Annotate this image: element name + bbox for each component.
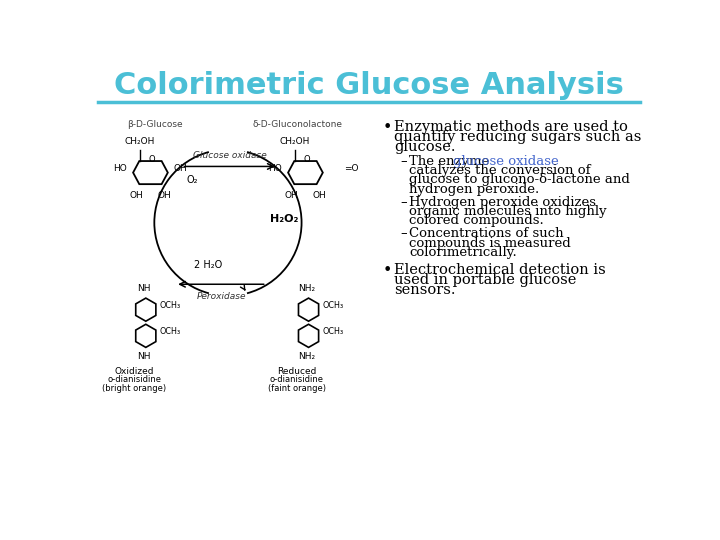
Text: (bright orange): (bright orange) [102,383,166,393]
Text: OCH₃: OCH₃ [323,327,343,336]
Text: glucose.: glucose. [394,140,455,154]
Text: Oxidized: Oxidized [114,367,154,376]
Text: Reduced: Reduced [277,367,317,376]
Text: NH: NH [137,285,150,294]
Text: NH₂: NH₂ [297,352,315,361]
Text: OH: OH [174,164,188,173]
Text: 2 H₂O: 2 H₂O [194,260,222,270]
Text: δ-D-Gluconolactone: δ-D-Gluconolactone [253,120,343,130]
Text: o-dianisidine: o-dianisidine [270,375,324,384]
Text: OCH₃: OCH₃ [160,327,181,336]
Text: colorimetrically.: colorimetrically. [409,246,517,259]
Text: sensors.: sensors. [394,283,455,296]
Text: catalyzes the conversion of: catalyzes the conversion of [409,164,591,177]
Text: OCH₃: OCH₃ [323,301,343,310]
Text: O₂: O₂ [186,176,198,185]
Text: β-D-Glucose: β-D-Glucose [127,120,183,130]
Text: OCH₃: OCH₃ [160,301,181,310]
Text: Hydrogen peroxide oxidizes: Hydrogen peroxide oxidizes [409,195,596,208]
Text: –: – [400,155,407,168]
Text: NH₂: NH₂ [297,285,315,294]
Text: Colorimetric Glucose Analysis: Colorimetric Glucose Analysis [114,71,624,100]
Text: O: O [304,155,310,164]
Text: CH₂OH: CH₂OH [125,137,155,146]
Text: O: O [149,155,156,164]
Text: o-dianisidine: o-dianisidine [107,375,161,384]
Text: (faint orange): (faint orange) [268,383,326,393]
Text: colored compounds.: colored compounds. [409,214,544,227]
Text: =O: =O [344,164,359,173]
Text: OH: OH [312,191,326,200]
Text: OH: OH [158,191,171,200]
Text: Electrochemical detection is: Electrochemical detection is [394,262,606,276]
Text: OH: OH [284,191,298,200]
Text: CH₂OH: CH₂OH [279,137,310,146]
Text: –: – [400,195,407,208]
Text: glucose oxidase: glucose oxidase [454,155,559,168]
Text: hydrogen peroxide.: hydrogen peroxide. [409,183,539,195]
Text: used in portable glucose: used in portable glucose [394,273,576,287]
Text: –: – [400,227,407,240]
Text: Glucose oxidase: Glucose oxidase [193,151,266,160]
Text: HO: HO [113,164,127,173]
Text: quantify reducing sugars such as: quantify reducing sugars such as [394,130,642,144]
Text: The enzyme: The enzyme [409,155,494,168]
Text: NH: NH [137,352,150,361]
Text: organic molecules into highly: organic molecules into highly [409,205,607,218]
Text: •: • [383,120,392,135]
Text: Peroxidase: Peroxidase [197,292,246,301]
Text: OH: OH [130,191,143,200]
Text: compounds is measured: compounds is measured [409,237,571,249]
Text: Enzymatic methods are used to: Enzymatic methods are used to [394,120,628,134]
Text: Concentrations of such: Concentrations of such [409,227,564,240]
Text: HO: HO [269,164,282,173]
Text: H₂O₂: H₂O₂ [269,214,298,224]
Text: •: • [383,262,392,278]
Text: glucose to glucono-δ-lactone and: glucose to glucono-δ-lactone and [409,173,630,186]
